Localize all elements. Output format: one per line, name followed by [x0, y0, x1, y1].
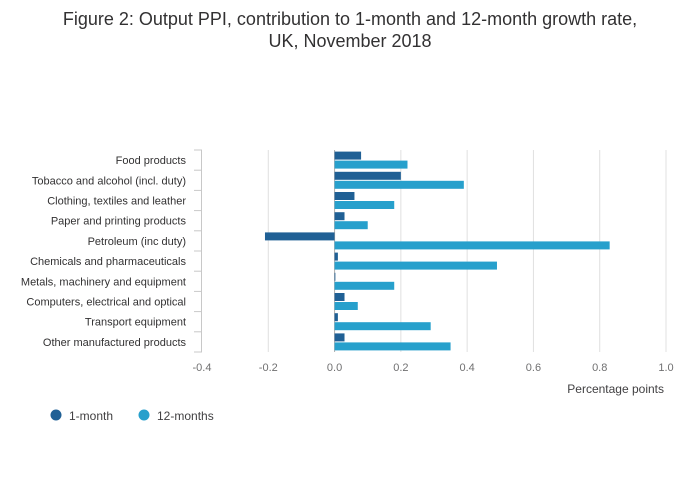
legend-marker [138, 409, 150, 421]
x-tick-label: 0.2 [393, 362, 408, 374]
x-tick-label: 0.6 [526, 362, 541, 374]
category-label: Transport equipment [85, 317, 186, 329]
category-label: Paper and printing products [51, 216, 187, 228]
bar-1-month [334, 252, 338, 261]
legend: 1-month 12-months [50, 409, 214, 423]
category-labels: Food products Tobacco and alcohol (incl. … [21, 155, 187, 349]
category-label: Computers, electrical and optical [26, 297, 186, 309]
bar-1-month [334, 293, 345, 301]
bar-12-months [334, 241, 610, 250]
bar-1-month [334, 272, 336, 281]
bar-12-months [334, 342, 451, 351]
category-label: Metals, machinery and equipment [21, 276, 186, 288]
category-label: Food products [116, 155, 187, 167]
bar-12-months [334, 180, 464, 189]
x-axis-title: Percentage points [567, 382, 664, 396]
x-tick-label: -0.2 [259, 362, 278, 374]
bar-12-months [334, 302, 358, 310]
x-tick-labels: -0.4 -0.2 0.0 0.2 0.4 0.6 0.8 1.0 [193, 362, 674, 374]
chart-title: Figure 2: Output PPI, contribution to 1-… [0, 8, 700, 52]
category-label: Other manufactured products [43, 337, 187, 349]
bar-12-months [334, 281, 395, 290]
bar-1-month [334, 192, 355, 200]
legend-label: 12-months [157, 409, 214, 423]
bar-1-month [334, 171, 401, 180]
chart-title-line-1: Figure 2: Output PPI, contribution to 1-… [62, 9, 638, 29]
bar-12-months [334, 322, 431, 331]
gridlines [267, 150, 667, 352]
bar-12-months [334, 201, 395, 209]
chart-title-line-2: UK, November 2018 [268, 31, 432, 51]
x-tick-label: -0.4 [193, 362, 212, 374]
legend-label: 1-month [69, 409, 113, 423]
x-tick-label: 0.0 [327, 362, 342, 374]
x-tick-label: 0.4 [459, 362, 474, 374]
bar-1-month [334, 333, 345, 342]
bar-12-months [334, 261, 497, 270]
x-tick-label: 1.0 [658, 362, 673, 374]
legend-marker [50, 409, 62, 421]
bar-12-months [334, 160, 408, 169]
category-label: Clothing, textiles and leather [47, 196, 186, 208]
category-label: Petroleum (inc duty) [88, 236, 186, 248]
bar-1-month [334, 212, 345, 221]
category-axis [194, 149, 202, 353]
bars [264, 151, 610, 351]
category-label: Tobacco and alcohol (incl. duty) [32, 175, 186, 187]
bar-1-month [334, 313, 338, 322]
bar-1-month [264, 232, 335, 241]
bar-12-months [334, 221, 368, 230]
x-tick-label: 0.8 [592, 362, 607, 374]
category-label: Chemicals and pharmaceuticals [30, 256, 186, 268]
bar-1-month [334, 151, 362, 160]
